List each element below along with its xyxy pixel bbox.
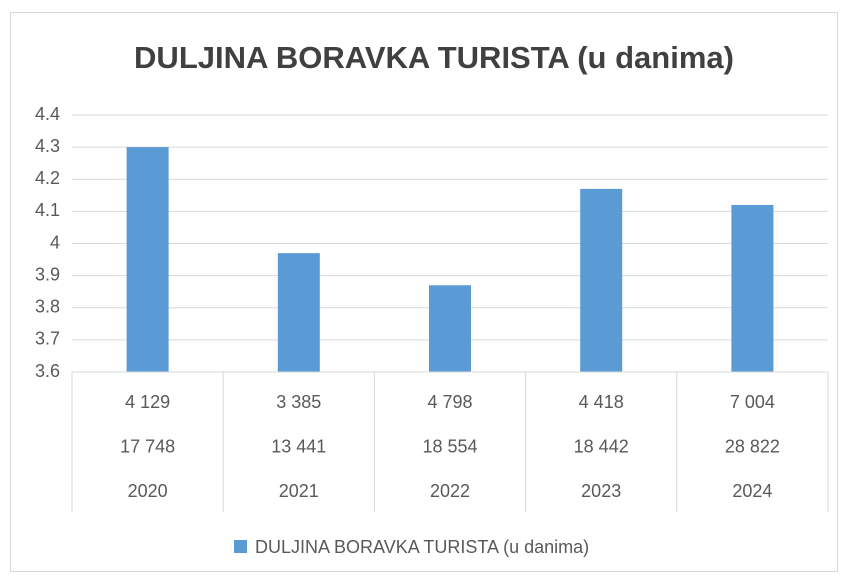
x-tick-label: 4 129 — [125, 392, 170, 412]
bar — [731, 204, 774, 372]
bar — [429, 285, 471, 372]
x-tick-label: 2020 — [128, 481, 168, 501]
x-tick-label: 4 798 — [427, 392, 472, 412]
y-tick-label: 4.1 — [35, 200, 60, 220]
bar — [126, 147, 169, 372]
x-tick-label: 2024 — [732, 481, 772, 501]
x-tick-label: 18 442 — [574, 436, 629, 456]
y-tick-label: 4.3 — [35, 136, 60, 156]
legend-swatch — [234, 540, 247, 553]
y-tick-label: 4.2 — [35, 168, 60, 188]
x-tick-label: 28 822 — [725, 436, 780, 456]
x-tick-label: 4 418 — [579, 392, 624, 412]
x-tick-label: 2022 — [430, 481, 470, 501]
x-tick-label: 13 441 — [271, 436, 326, 456]
legend-label: DULJINA BORAVKA TURISTA (u danima) — [255, 537, 589, 557]
y-tick-label: 4.4 — [35, 104, 60, 124]
x-tick-label: 3 385 — [276, 392, 321, 412]
bar — [580, 188, 623, 372]
x-tick-label: 2023 — [581, 481, 621, 501]
y-tick-label: 3.6 — [35, 361, 60, 381]
bar — [277, 253, 320, 372]
x-tick-label: 17 748 — [120, 436, 175, 456]
x-tick-label: 7 004 — [730, 392, 775, 412]
y-tick-label: 3.8 — [35, 297, 60, 317]
x-tick-label: 2021 — [279, 481, 319, 501]
y-tick-label: 4 — [50, 232, 60, 252]
x-tick-label: 18 554 — [422, 436, 477, 456]
y-tick-label: 3.7 — [35, 329, 60, 349]
y-tick-label: 3.9 — [35, 264, 60, 284]
chart-title: DULJINA BORAVKA TURISTA (u danima) — [134, 40, 734, 75]
